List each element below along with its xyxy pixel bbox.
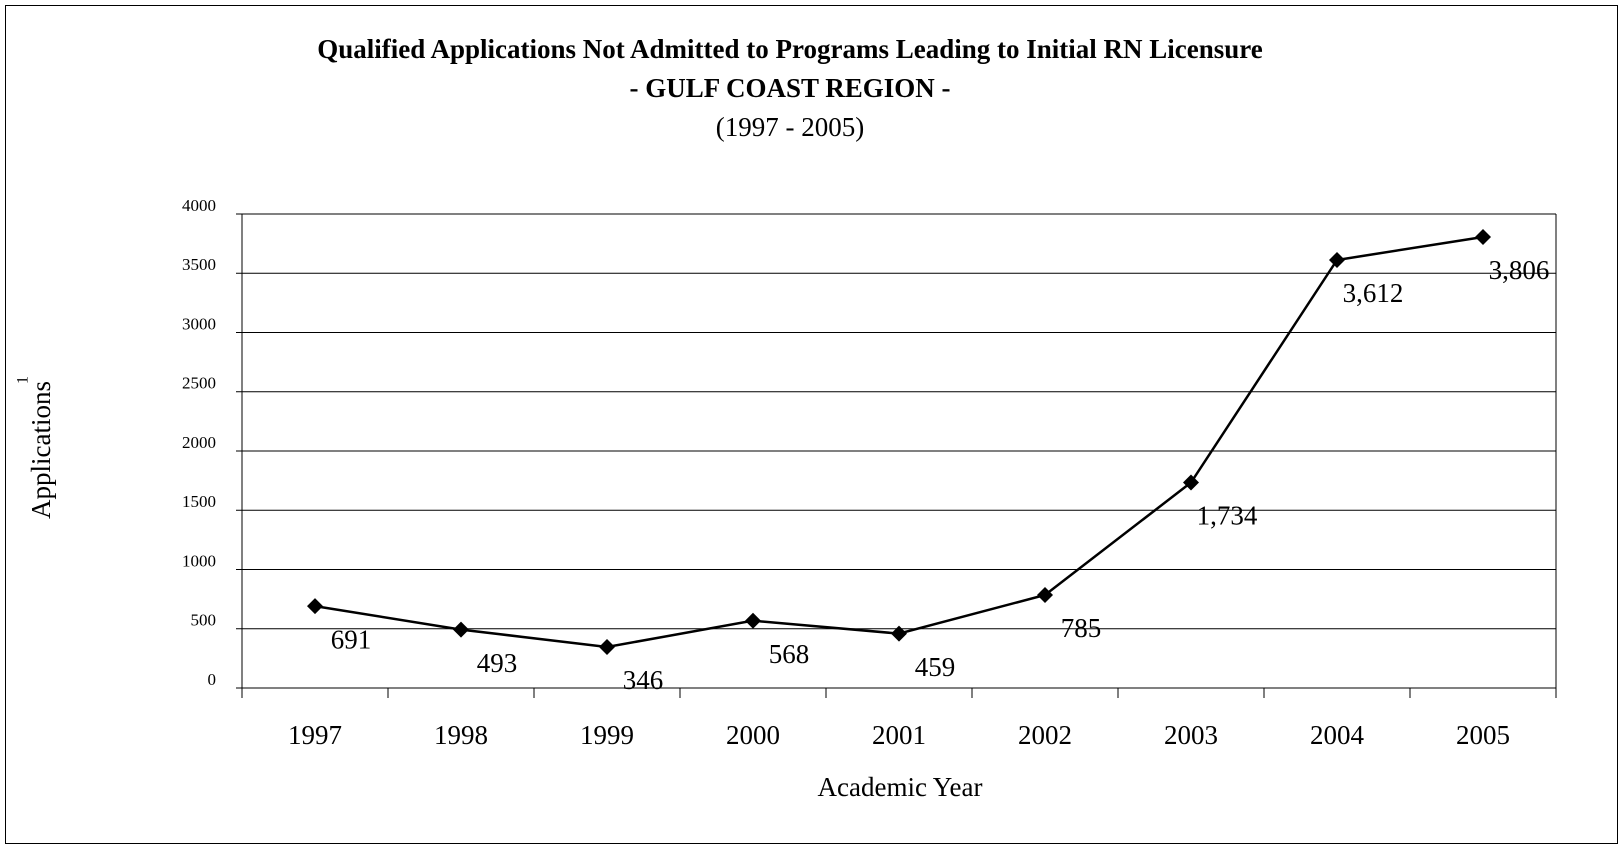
y-tick-label: 2500	[182, 374, 216, 393]
y-tick-label: 500	[191, 611, 217, 630]
data-point	[307, 598, 323, 615]
data-point	[453, 621, 469, 638]
chart-border	[5, 5, 1618, 844]
y-axis-label-group: Applications 1	[15, 376, 57, 519]
y-tick-label: 1500	[182, 492, 216, 511]
data-point	[1329, 251, 1345, 268]
data-label: 493	[477, 648, 518, 678]
x-tick-label: 2000	[726, 720, 780, 750]
y-tick-label: 1000	[182, 551, 216, 570]
y-axis-label-note: 1	[15, 376, 32, 384]
x-tick-label: 2001	[872, 720, 926, 750]
x-tick-label: 2004	[1310, 720, 1365, 750]
data-label: 459	[915, 652, 956, 682]
data-label: 785	[1061, 613, 1102, 643]
series-line	[314, 235, 1484, 649]
data-point	[599, 638, 615, 655]
chart-title: Qualified Applications Not Admitted to P…	[317, 34, 1263, 64]
x-axis-label: Academic Year	[818, 772, 983, 802]
data-label: 3,806	[1489, 255, 1550, 285]
data-label: 346	[623, 665, 664, 695]
x-tick-label: 1998	[434, 720, 488, 750]
data-label: 1,734	[1197, 501, 1258, 531]
data-point	[1183, 474, 1199, 491]
x-tick-label: 1999	[580, 720, 634, 750]
data-point	[745, 612, 761, 629]
x-tick-label: 2002	[1018, 720, 1072, 750]
y-tick-label: 0	[208, 670, 217, 689]
y-tick-label: 4000	[182, 196, 216, 215]
chart-subtitle: - GULF COAST REGION -	[629, 73, 950, 103]
x-tick-label: 2003	[1164, 720, 1218, 750]
y-tick-label: 2000	[182, 433, 216, 452]
x-tick-label: 2005	[1456, 720, 1510, 750]
data-point	[1475, 228, 1491, 245]
y-axis-label: Applications	[26, 381, 56, 519]
data-label: 3,612	[1343, 278, 1404, 308]
data-point	[891, 625, 907, 642]
y-tick-label: 3000	[182, 314, 216, 333]
data-label: 691	[331, 624, 372, 654]
chart-period: (1997 - 2005)	[716, 112, 864, 142]
y-tick-label: 3500	[182, 255, 216, 274]
data-point	[1037, 586, 1053, 603]
data-label: 568	[769, 639, 810, 669]
x-tick-label: 1997	[288, 720, 342, 750]
